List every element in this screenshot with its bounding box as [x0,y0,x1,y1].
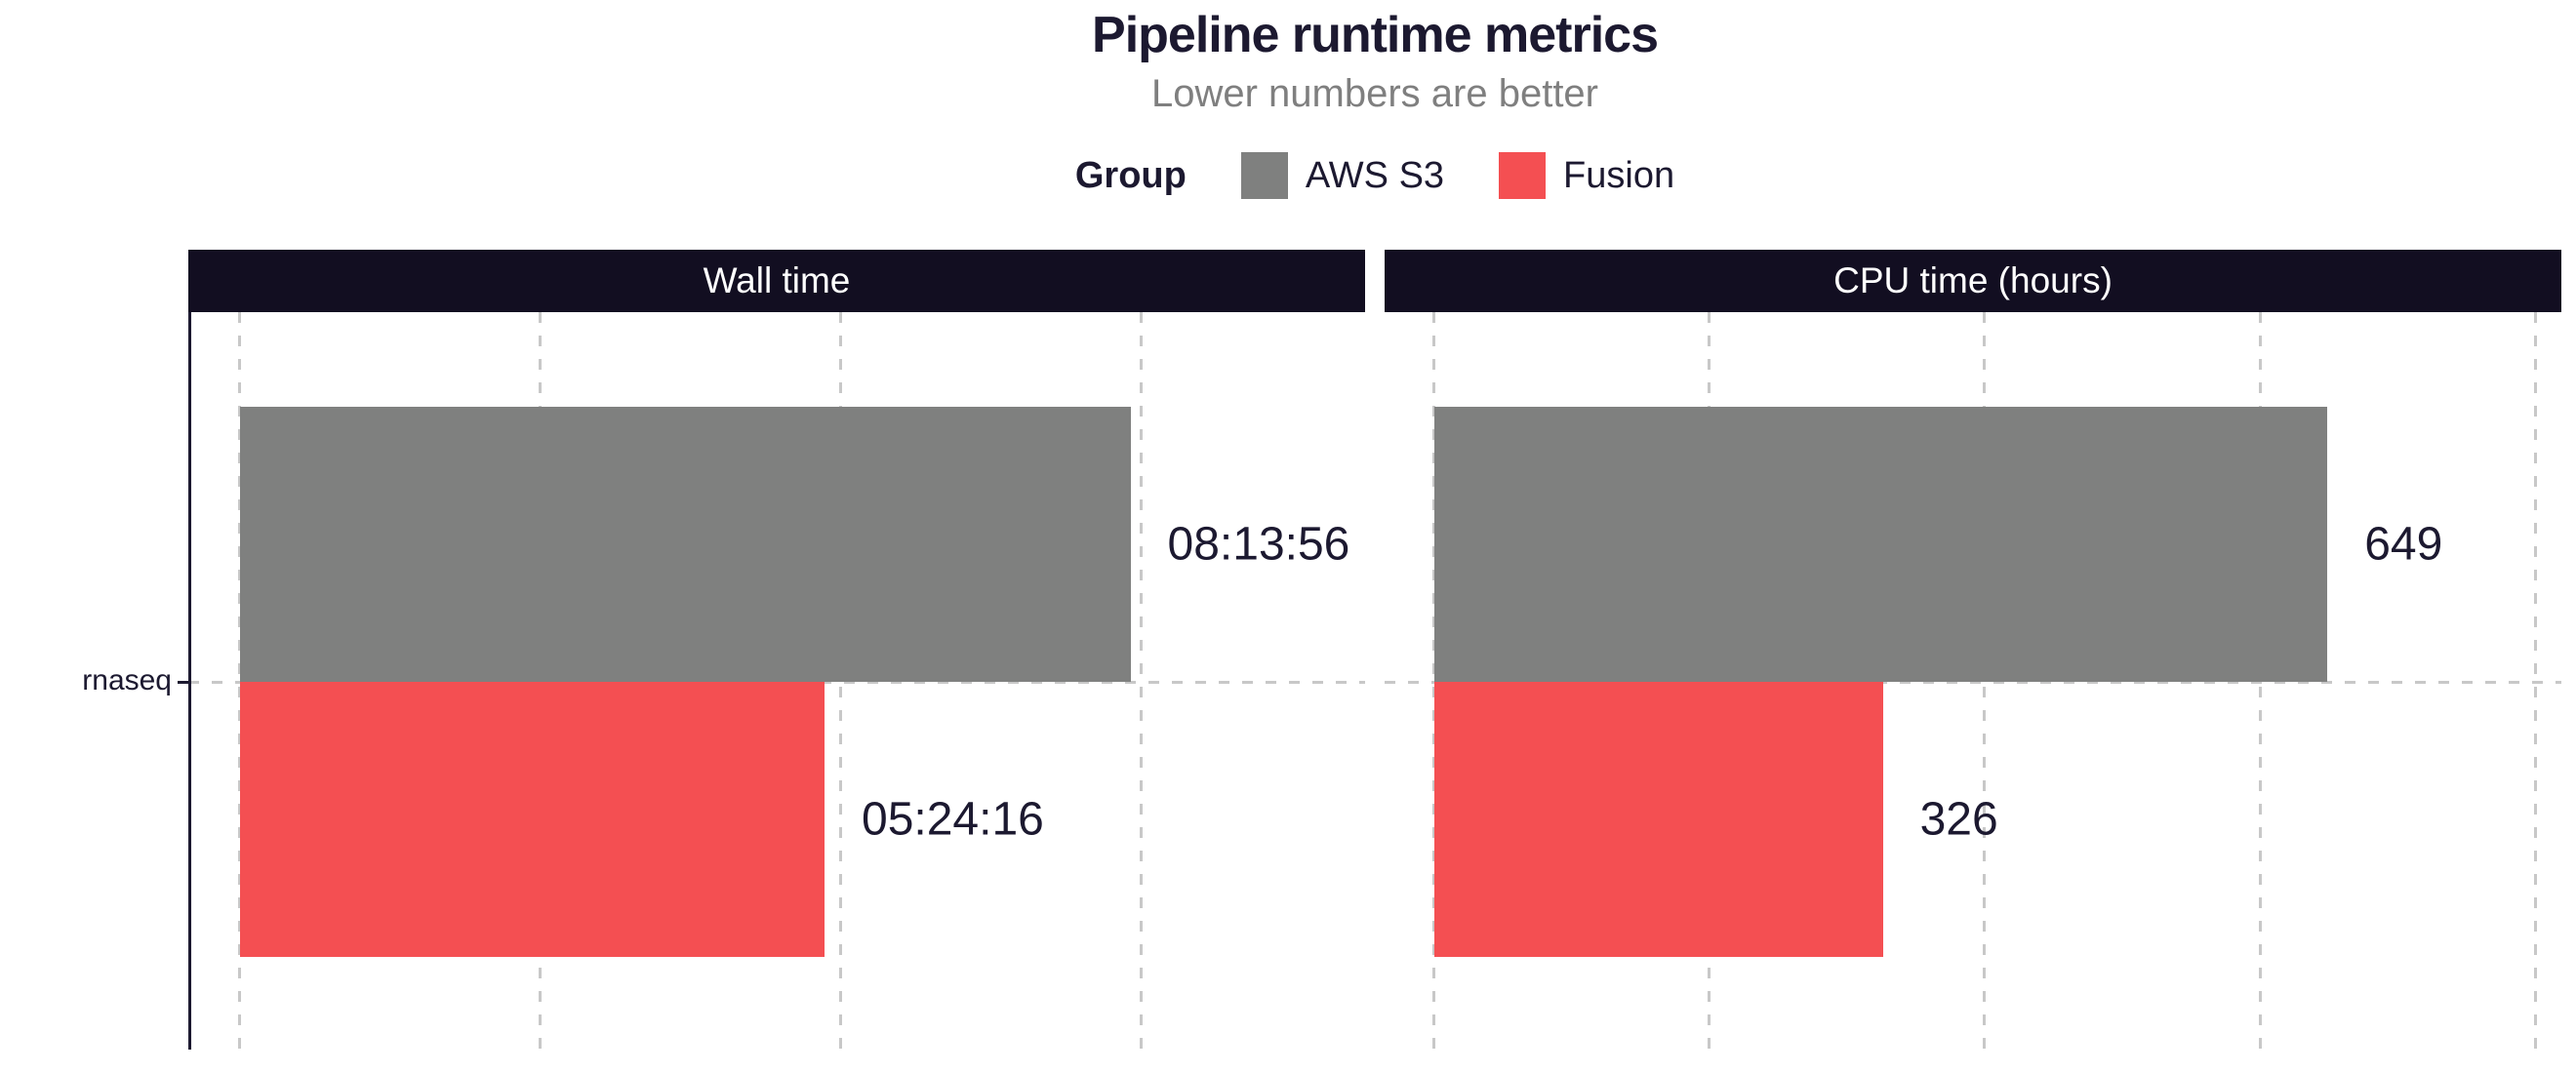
legend-label-fusion: Fusion [1563,154,1675,196]
chart-header: Pipeline runtime metrics Lower numbers a… [188,0,2561,250]
bar-aws-s3-cpu-time [1433,407,2328,682]
horizontal-gridline [1385,680,2561,684]
facet-strip-label: CPU time (hours) [1833,260,2113,300]
bar-fusion-cpu-time [1433,682,1883,957]
facet-strip-cpu-time: CPU time (hours) [1385,250,2561,312]
bar-value-label: 649 [2364,518,2443,571]
fusion-swatch-icon [1499,152,1547,199]
facet-panels: Wall time 08:13:56 05:24:16 CPU time (ho… [188,250,2561,1050]
y-axis-category-label: rnaseq [82,664,172,696]
y-axis-tick [178,681,188,684]
facet-panel-cpu-time: CPU time (hours) 649 326 [1385,250,2561,1050]
legend: Group AWS S3 Fusion [188,148,2561,203]
bar-value-label: 326 [1919,793,1998,846]
legend-label-aws-s3: AWS S3 [1305,154,1445,196]
plot-area-cpu-time: 649 326 [1385,312,2561,1050]
y-axis-line [188,312,191,1050]
bar-aws-s3-wall-time [239,407,1131,682]
legend-title: Group [1074,154,1187,196]
chart-subtitle: Lower numbers are better [1150,72,1598,115]
chart-title: Pipeline runtime metrics [1092,7,1659,63]
bar-value-label: 05:24:16 [862,793,1044,846]
bar-value-label: 08:13:56 [1167,518,1350,571]
legend-item-fusion: Fusion [1499,152,1674,199]
facet-panel-wall-time: Wall time 08:13:56 05:24:16 [188,250,1365,1050]
plot-area-wall-time: 08:13:56 05:24:16 [188,312,1365,1050]
bar-fusion-wall-time [239,682,825,957]
facet-strip-wall-time: Wall time [188,250,1365,312]
legend-item-aws-s3: AWS S3 [1240,152,1445,199]
facet-strip-label: Wall time [703,260,851,300]
aws-s3-swatch-icon [1240,152,1288,199]
